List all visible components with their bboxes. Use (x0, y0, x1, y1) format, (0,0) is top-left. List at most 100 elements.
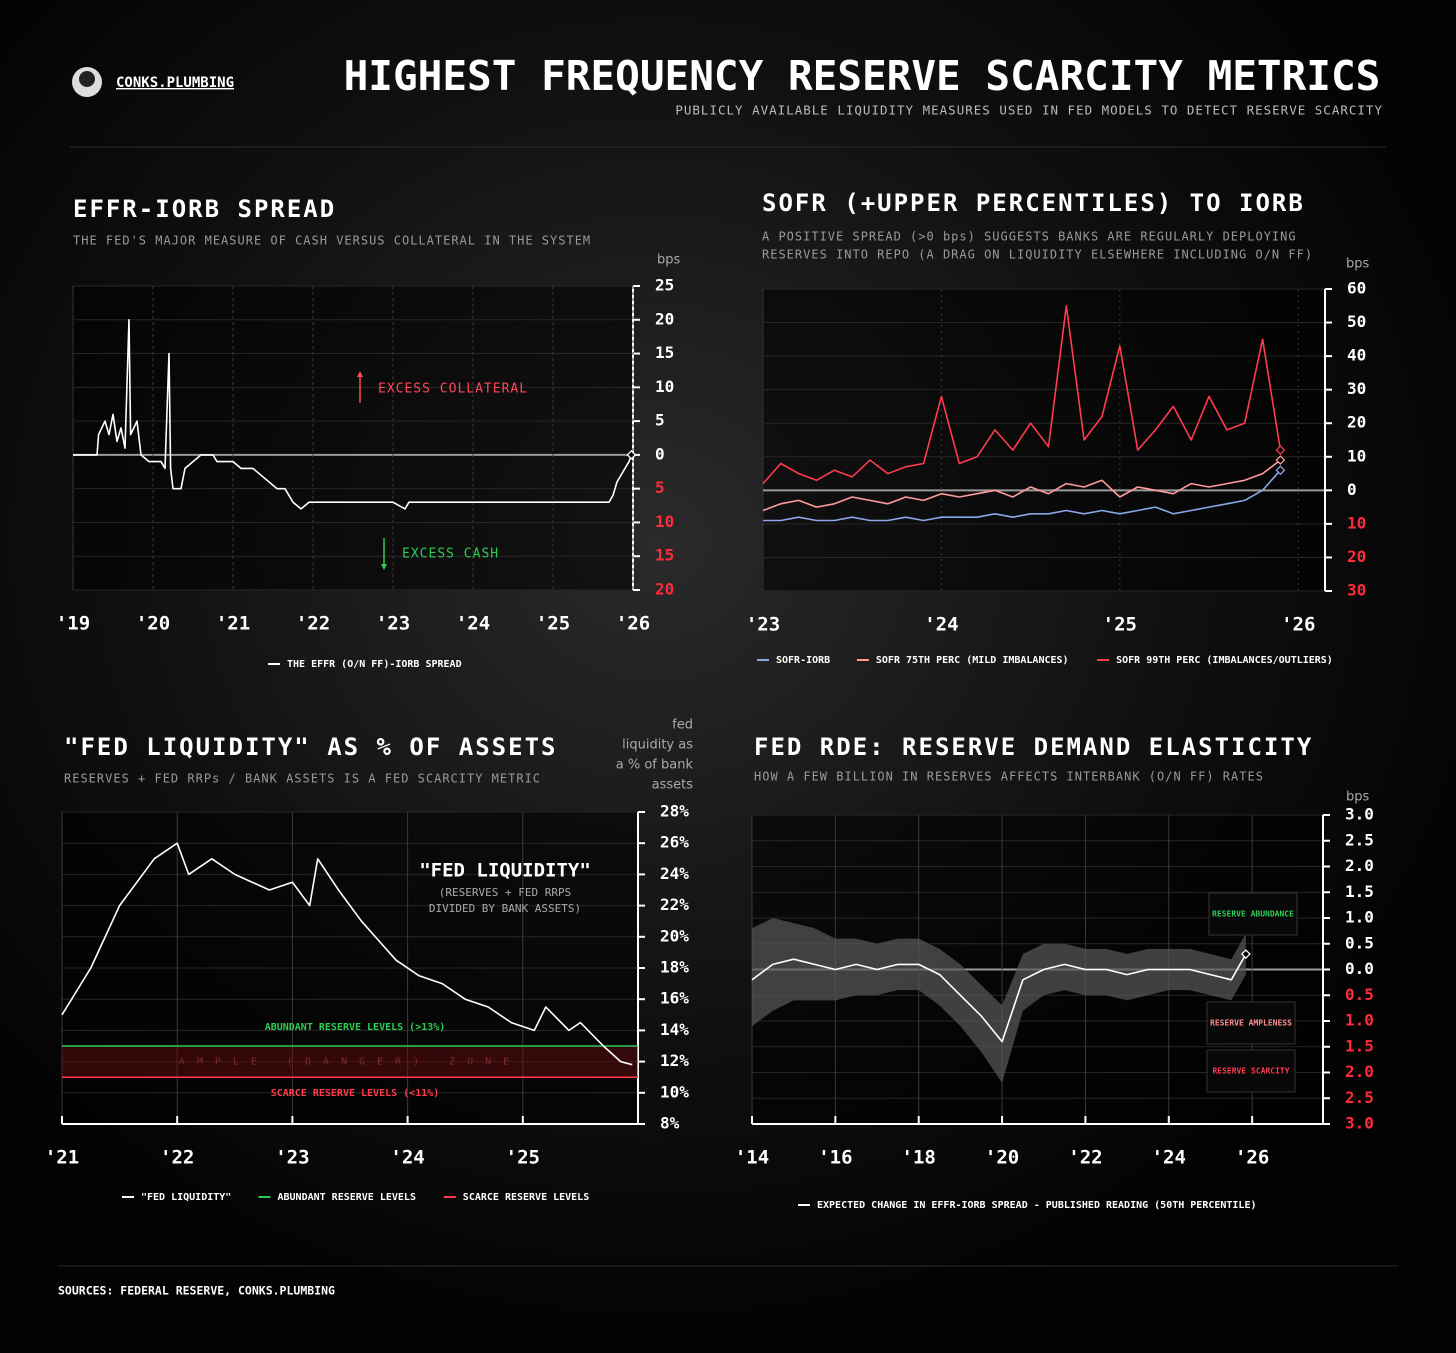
y-tick-label: 10 (655, 512, 674, 531)
series-line (73, 319, 633, 510)
end-marker (626, 449, 637, 460)
y-tick-label: 8% (660, 1114, 680, 1133)
y-tick-label: 0.5 (1345, 985, 1374, 1004)
series-line (751, 953, 1247, 1043)
chart-subtitle: RESERVES + FED RRPs / BANK ASSETS IS A F… (64, 772, 541, 786)
chart-subtitle: HOW A FEW BILLION IN RESERVES AFFECTS IN… (754, 770, 1264, 784)
axis-label: assets (652, 778, 694, 793)
y-tick-label: 30 (1347, 379, 1366, 398)
legend-label: SOFR 75TH PERC (MILD IMBALANCES) (876, 655, 1069, 666)
legend-label: THE EFFR (O/N FF)-IORB SPREAD (287, 659, 462, 670)
danger-zone (62, 1046, 638, 1078)
threshold-label: ABUNDANT RESERVE LEVELS (>13%) (265, 1022, 446, 1033)
y-tick-label: 20% (660, 926, 689, 945)
y-tick-label: 28% (660, 802, 689, 821)
y-tick-label: 26% (660, 833, 689, 852)
y-tick-label: 22% (660, 895, 689, 914)
chart-title: EFFR-IORB SPREAD (73, 195, 336, 223)
arrow-head (357, 371, 363, 377)
x-tick-label: '18 (902, 1147, 936, 1169)
y-tick-label: 5 (655, 478, 665, 497)
y-tick-label: 50 (1347, 312, 1366, 331)
end-marker (1240, 949, 1251, 959)
axis-label: a % of bank (616, 758, 694, 773)
x-tick-label: '22 (1068, 1147, 1102, 1169)
y-tick-label: 16% (660, 989, 689, 1008)
x-tick-label: '22 (160, 1147, 194, 1169)
x-tick-label: '19 (56, 613, 90, 635)
y-tick-label: 2.5 (1345, 830, 1374, 849)
x-tick-label: '24 (456, 613, 490, 635)
annotation: RESERVE SCARCITY (1212, 1067, 1289, 1076)
annotation-box (1206, 1001, 1296, 1045)
legend-label: SOFR-IORB (776, 655, 830, 666)
y-tick-label: 24% (660, 864, 689, 883)
zone-label: AMPLE (DANGER) ZONE (179, 1057, 521, 1068)
y-tick-label: 10 (1347, 513, 1366, 532)
chart-subtitle: A POSITIVE SPREAD (>0 bps) SUGGESTS BANK… (762, 230, 1297, 244)
sources: SOURCES: FEDERAL RESERVE, CONKS.PLUMBING (58, 1284, 335, 1298)
legend-label: "FED LIQUIDITY" (141, 1192, 231, 1203)
x-tick-label: '23 (746, 614, 780, 636)
annotation: DIVIDED BY BANK ASSETS) (429, 902, 581, 915)
x-tick-label: '25 (536, 613, 570, 635)
chart-title: SOFR (+UPPER PERCENTILES) TO IORB (762, 189, 1305, 217)
annotation: EXCESS CASH (402, 547, 499, 562)
x-tick-label: '16 (818, 1147, 852, 1169)
legend-label: ABUNDANT RESERVE LEVELS (278, 1192, 416, 1203)
end-marker (1275, 445, 1286, 455)
end-marker (1275, 455, 1286, 466)
y-tick-label: 3.0 (1345, 1114, 1374, 1133)
y-tick-label: 40 (1347, 346, 1366, 365)
y-tick-label: 10 (655, 377, 674, 396)
legend-label: SCARCE RESERVE LEVELS (463, 1192, 589, 1203)
y-tick-label: 2.0 (1345, 1062, 1374, 1081)
legend-label: SOFR 99TH PERC (IMBALANCES/OUTLIERS) (1116, 655, 1333, 666)
y-tick-label: 20 (1347, 413, 1366, 432)
x-tick-label: '26 (616, 613, 650, 635)
x-tick-label: '20 (136, 613, 170, 635)
y-tick-label: 30 (1347, 581, 1366, 600)
y-tick-label: 60 (1347, 279, 1366, 298)
series-line (762, 459, 1281, 512)
axis-label: bps (657, 253, 681, 268)
chart-subtitle: RESERVES INTO REPO (A DRAG ON LIQUIDITY … (762, 248, 1313, 262)
y-tick-label: 1.5 (1345, 1036, 1374, 1055)
y-tick-label: 3.0 (1345, 805, 1374, 824)
annotation: "FED LIQUIDITY" (419, 860, 591, 882)
axis-label: bps (1346, 257, 1370, 272)
chart-subtitle: THE FED'S MAJOR MEASURE OF CASH VERSUS C… (73, 234, 591, 248)
y-tick-label: 12% (660, 1051, 689, 1070)
x-tick-label: '23 (275, 1147, 309, 1169)
threshold-label: SCARCE RESERVE LEVELS (<11%) (271, 1088, 440, 1099)
logo-mask (79, 71, 95, 87)
axis-label: liquidity as (622, 738, 693, 753)
annotation: RESERVE AMPLENESS (1210, 1019, 1292, 1028)
axis-label: fed (672, 718, 693, 733)
y-tick-label: 1.5 (1345, 882, 1374, 901)
y-tick-label: 2.0 (1345, 856, 1374, 875)
y-tick-label: 0.5 (1345, 933, 1374, 952)
y-tick-label: 0.0 (1345, 959, 1374, 978)
y-tick-label: 18% (660, 958, 689, 977)
brand: CONKS.PLUMBING (116, 75, 234, 91)
y-tick-label: 0 (655, 444, 665, 463)
x-tick-label: '20 (985, 1147, 1019, 1169)
legend-label: EXPECTED CHANGE IN EFFR-IORB SPREAD - PU… (817, 1200, 1257, 1211)
annotation-box (1206, 1049, 1296, 1093)
y-tick-label: 10 (1347, 446, 1366, 465)
x-tick-label: '24 (1152, 1147, 1186, 1169)
x-tick-label: '26 (1235, 1147, 1269, 1169)
x-tick-label: '21 (216, 613, 250, 635)
y-tick-label: 1.0 (1345, 1011, 1374, 1030)
annotation: (RESERVES + FED RRPS (439, 886, 571, 899)
series-line (762, 305, 1282, 485)
y-tick-label: 15 (655, 343, 674, 362)
uncertainty-band (752, 918, 1246, 1083)
x-tick-label: '22 (296, 613, 330, 635)
x-tick-label: '25 (1103, 614, 1137, 636)
chart-title: "FED LIQUIDITY" AS % OF ASSETS (64, 733, 557, 761)
end-marker (1275, 465, 1286, 476)
y-tick-label: 14% (660, 1020, 689, 1039)
